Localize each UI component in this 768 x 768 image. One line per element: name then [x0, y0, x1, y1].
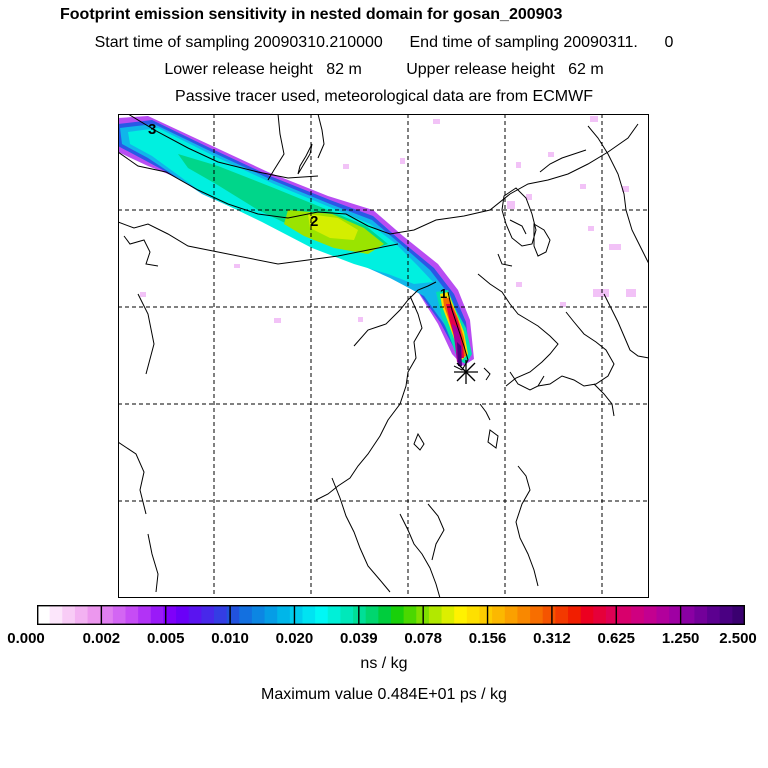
colorbar-cell [150, 605, 165, 625]
colorbar-cell [694, 605, 708, 625]
plot-title: Footprint emission sensitivity in nested… [60, 6, 563, 23]
colorbar-cell [530, 605, 544, 625]
colorbar-cell [681, 605, 696, 625]
colorbar-cell [732, 605, 745, 625]
colorbar-cell [656, 605, 670, 625]
maximum-value: Maximum value 0.484E+01 ps / kg [261, 686, 507, 703]
colorbar-cell [568, 605, 582, 625]
colorbar-cell [391, 605, 405, 625]
tracer-info: Passive tracer used, meteorological data… [175, 88, 593, 105]
colorbar-cell [214, 605, 228, 625]
colorbar-cell [49, 605, 63, 625]
colorbar-cell [277, 605, 291, 625]
colorbar-tick-label: 0.020 [275, 630, 314, 647]
emission-plume [118, 116, 474, 366]
colorbar-tick-label: 0.078 [404, 630, 442, 647]
colorbar-cell [428, 605, 443, 625]
colorbar-cell [100, 605, 114, 625]
colorbar-cell [112, 605, 127, 625]
colorbar-cell [251, 605, 266, 625]
colorbar-cell [176, 605, 190, 625]
colorbar-cell [605, 605, 620, 625]
colorbar-tick-label: 1.250 [661, 630, 700, 647]
colorbar-tick-label: 2.500 [719, 630, 757, 647]
colorbar-cell [327, 605, 342, 625]
colorbar-tick-label: 0.005 [146, 630, 185, 647]
colorbar [37, 605, 745, 625]
colorbar-cell [580, 605, 594, 625]
coastlines [118, 114, 649, 598]
colorbar-cell [466, 605, 481, 625]
lat-lon-grid [118, 114, 649, 598]
colorbar-cell [138, 605, 152, 625]
colorbar-cell [289, 605, 304, 625]
plume-label-1: 1 [440, 286, 447, 301]
plume-label-2: 2 [310, 213, 318, 230]
colorbar-cell [315, 605, 329, 625]
colorbar-tick-label: 0.312 [533, 630, 571, 647]
colorbar-cell [163, 605, 177, 625]
colorbar-tick-label: 0.000 [7, 630, 45, 647]
colorbar-cell [707, 605, 721, 625]
colorbar-cell [87, 605, 101, 625]
colorbar-cell [492, 605, 506, 625]
colorbar-cell [631, 605, 645, 625]
colorbar-frame [37, 605, 745, 625]
plume-label-3: 3 [148, 121, 156, 138]
background-specks [140, 116, 636, 323]
colorbar-cell [504, 605, 519, 625]
colorbar-cell [618, 605, 632, 625]
colorbar-tick-label: 0.625 [597, 630, 636, 647]
unit-label: ns / kg [360, 655, 408, 672]
colorbar-tick-label: 0.002 [82, 630, 121, 647]
release-heights: Lower release height 82 m Upper release … [164, 61, 604, 78]
colorbar-cell [340, 605, 354, 625]
colorbar-cell [74, 605, 89, 625]
colorbar-cell [454, 605, 468, 625]
colorbar-cell [542, 605, 556, 625]
colorbar-cell [226, 605, 240, 625]
colorbar-cell [302, 605, 316, 625]
colorbar-cell [669, 605, 683, 625]
colorbar-cell [125, 605, 139, 625]
colorbar-cell [643, 605, 658, 625]
receptor-star-marker [454, 360, 478, 384]
colorbar-cell [201, 605, 215, 625]
colorbar-cell [403, 605, 417, 625]
colorbar-cell [593, 605, 607, 625]
colorbar-cell [479, 605, 493, 625]
colorbar-cell [719, 605, 733, 625]
colorbar-tick-label: 0.039 [340, 630, 378, 647]
sampling-times: Start time of sampling 20090310.210000 E… [94, 34, 674, 51]
colorbar-cell [517, 605, 531, 625]
colorbar-cell [264, 605, 278, 625]
colorbar-cell [365, 605, 379, 625]
colorbar-cell [555, 605, 569, 625]
colorbar-cell [441, 605, 455, 625]
colorbar-cell [188, 605, 202, 625]
colorbar-cell [62, 605, 76, 625]
colorbar-tick-label: 0.010 [211, 630, 249, 647]
colorbar-cell [37, 605, 51, 625]
colorbar-cell [239, 605, 253, 625]
colorbar-tick-label: 0.156 [468, 630, 507, 647]
footprint-map: 3 2 1 [118, 114, 649, 598]
colorbar-cell [378, 605, 392, 625]
colorbar-cell [353, 605, 367, 625]
